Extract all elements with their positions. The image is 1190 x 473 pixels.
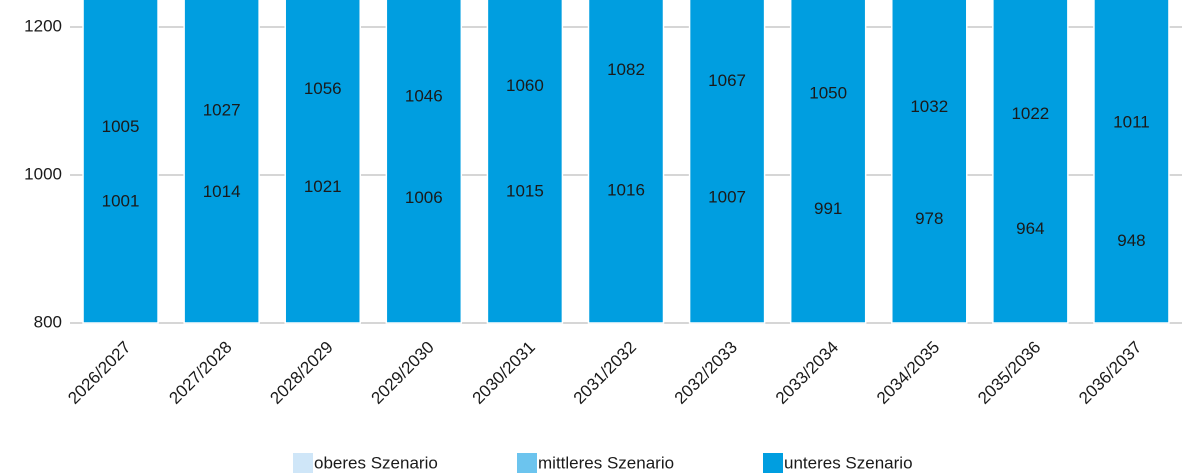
total-label: 1022	[1011, 104, 1049, 123]
legend-label: mittleres Szenario	[538, 453, 674, 472]
bar-segment	[284, 0, 361, 324]
x-tick-label: 2033/2034	[772, 338, 842, 408]
legend-swatch	[293, 453, 313, 473]
legend-swatch	[517, 453, 537, 473]
bar-segment	[82, 0, 159, 324]
bar-segment	[992, 0, 1069, 324]
total-label: 1050	[809, 83, 847, 102]
x-tick-label: 2036/2037	[1075, 338, 1145, 408]
data-label: 964	[1016, 219, 1044, 238]
bar-segment	[1093, 0, 1170, 324]
data-label: 978	[915, 209, 943, 228]
total-label: 1046	[405, 86, 443, 105]
total-label: 1005	[102, 117, 140, 136]
bar-segment	[385, 0, 463, 324]
data-label: 1015	[506, 181, 544, 200]
total-label: 1056	[304, 79, 342, 98]
bar-segment	[891, 0, 968, 324]
total-label: 1032	[910, 97, 948, 116]
total-label: 1067	[708, 71, 746, 90]
data-label: 1001	[102, 192, 140, 211]
data-label: 1006	[405, 188, 443, 207]
y-tick-label: 800	[34, 312, 62, 331]
x-tick-label: 2029/2030	[368, 338, 438, 408]
data-label: 1007	[708, 187, 746, 206]
x-tick-label: 2026/2027	[64, 338, 134, 408]
data-label: 1021	[304, 177, 342, 196]
x-tick-label: 2032/2033	[671, 338, 741, 408]
bar-segment	[688, 0, 766, 324]
bar-segment	[587, 0, 665, 324]
legend-label: unteres Szenario	[784, 453, 913, 472]
y-tick-label: 1200	[24, 16, 62, 35]
data-label: 991	[814, 199, 842, 218]
legend-label: oberes Szenario	[314, 453, 438, 472]
x-tick-label: 2034/2035	[873, 338, 943, 408]
legend-swatch	[763, 453, 783, 473]
total-label: 1060	[506, 76, 544, 95]
bar-segment	[486, 0, 564, 324]
x-tick-label: 2035/2036	[974, 338, 1044, 408]
bar-segment	[183, 0, 260, 324]
x-tick-label: 2031/2032	[570, 338, 640, 408]
data-label: 1016	[607, 181, 645, 200]
x-tick-label: 2030/2031	[469, 338, 539, 408]
x-tick-label: 2027/2028	[165, 338, 235, 408]
data-label: 948	[1117, 231, 1145, 250]
y-tick-label: 1000	[24, 164, 62, 183]
total-label: 1027	[203, 101, 241, 120]
total-label: 1011	[1113, 112, 1150, 131]
bar-segment	[789, 0, 867, 324]
x-tick-label: 2028/2029	[266, 338, 336, 408]
data-label: 1014	[203, 182, 241, 201]
total-label: 1082	[607, 60, 645, 79]
